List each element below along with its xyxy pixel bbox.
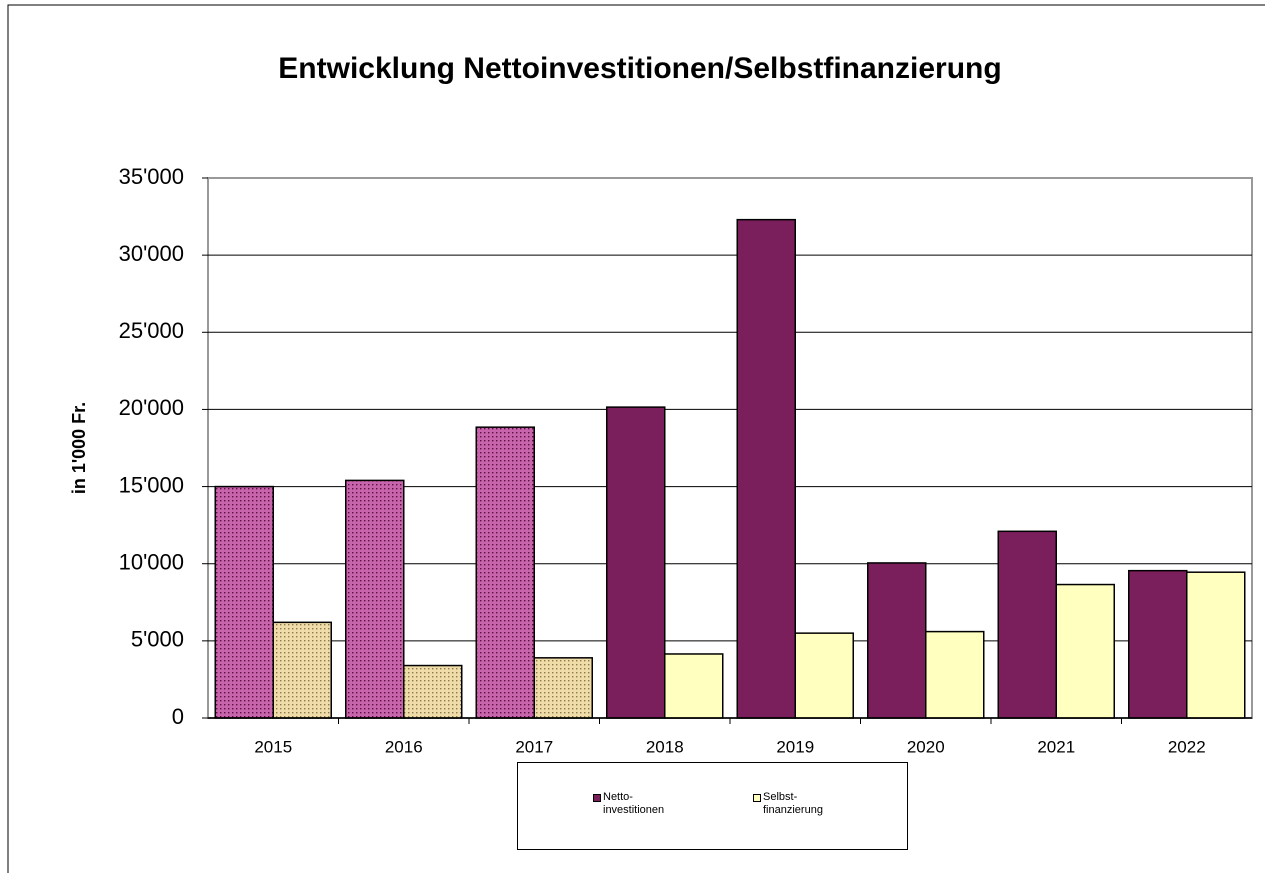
legend-item: Selbst- finanzierung <box>753 791 823 817</box>
x-tick-label: 2017 <box>515 737 553 756</box>
x-tick-label: 2021 <box>1037 737 1075 756</box>
x-tick-label: 2018 <box>646 737 684 756</box>
y-tick-label: 15'000 <box>119 472 184 497</box>
y-tick-label: 35'000 <box>119 164 184 189</box>
legend-swatch <box>593 794 601 802</box>
bar <box>794 632 854 719</box>
y-axis-label: in 1'000 Fr. <box>69 402 89 494</box>
bar <box>1055 583 1115 719</box>
legend: Netto- investitionen Selbst- finanzierung <box>517 762 908 850</box>
y-tick-label: 30'000 <box>119 241 184 266</box>
y-tick-label: 10'000 <box>119 550 184 575</box>
bar <box>997 530 1057 719</box>
bar <box>214 485 274 719</box>
y-tick-label: 20'000 <box>119 395 184 420</box>
y-tick-label: 25'000 <box>119 318 184 343</box>
x-tick-label: 2015 <box>254 737 292 756</box>
bar <box>736 218 796 719</box>
legend-label: Netto- investitionen <box>603 791 665 816</box>
bar <box>533 657 593 719</box>
bar <box>345 479 405 719</box>
bar <box>925 630 985 719</box>
bar <box>1128 569 1188 719</box>
y-tick-label: 5'000 <box>131 627 184 652</box>
bar <box>475 426 535 719</box>
x-tick-label: 2020 <box>907 737 945 756</box>
bar <box>664 653 724 719</box>
bar <box>1186 571 1246 719</box>
bar <box>403 664 463 719</box>
legend-item: Netto- investitionen <box>593 791 664 817</box>
bar <box>272 621 332 719</box>
bar <box>606 406 666 719</box>
x-tick-label: 2019 <box>776 737 814 756</box>
chart-title: Entwicklung Nettoinvestitionen/Selbstfin… <box>278 52 1001 85</box>
y-tick-label: 0 <box>172 704 184 729</box>
x-tick-label: 2022 <box>1168 737 1206 756</box>
x-tick-label: 2016 <box>385 737 423 756</box>
legend-label: Selbst- finanzierung <box>763 791 823 816</box>
frame <box>7 4 1265 873</box>
legend-swatch <box>753 794 761 802</box>
bar <box>867 562 927 719</box>
